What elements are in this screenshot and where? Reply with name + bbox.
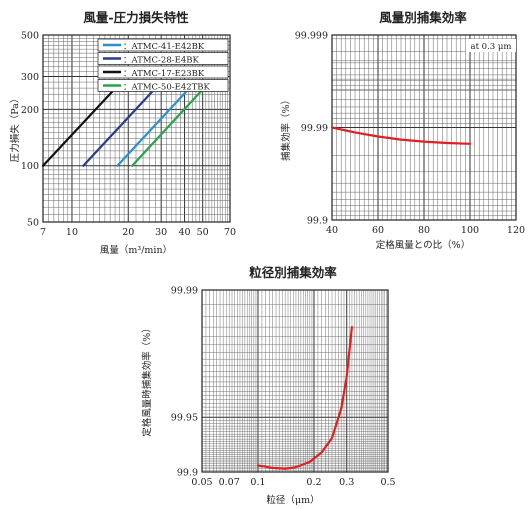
y-tick-label: 50	[27, 218, 39, 229]
y-tick-label: 200	[21, 105, 39, 116]
x-tick-label: 40	[179, 227, 191, 238]
x-tick-label: 120	[507, 225, 525, 236]
chart1-ylabel: 圧力損失（Pa）	[9, 94, 21, 163]
chart2-ylabel: 捕集効率（%）	[280, 95, 292, 161]
x-tick-label: 50	[197, 227, 209, 238]
legend-box	[97, 65, 229, 79]
y-tick-label: 99.95	[171, 413, 198, 424]
x-tick-label: 7	[40, 227, 46, 238]
legend-entry: ：ATMC-41-E42BK	[123, 42, 205, 52]
chart-particle-efficiency: 粒径別捕集効率 0.05 0.07 0.1 0.2 0.3 0.5 99.9 99.95 99.…	[141, 265, 396, 506]
chart1-legend: ：ATMC-41-E42BK ：ATMC-28-E4BK ：ATMC-17-E23B…	[97, 38, 229, 93]
chart2-annotation-box	[466, 39, 516, 52]
y-tick-label: 500	[21, 31, 39, 42]
chart3-title: 粒径別捕集効率	[249, 265, 337, 280]
chart3-ticks: 0.05 0.07 0.1 0.2 0.3 0.5 99.9 99.95 99.99	[171, 286, 396, 489]
chart3-grid	[201, 289, 389, 473]
x-tick-label: 70	[224, 227, 236, 238]
x-tick-label: 80	[418, 225, 430, 236]
x-tick-label: 0.07	[219, 477, 240, 488]
legend-box	[97, 38, 229, 52]
y-tick-label: 99.9	[177, 468, 198, 479]
x-tick-label: 0.1	[250, 477, 265, 488]
plot-frame	[42, 34, 231, 223]
chart1-ticks: 7 10 20 30 40 50 70 50 100 200 300 500	[21, 31, 236, 239]
series-line-3	[131, 90, 203, 167]
chart1-xlabel: 風量（m³/min）	[100, 244, 172, 256]
series-line-0	[116, 90, 188, 167]
x-tick-label: 0.3	[339, 477, 354, 488]
x-tick-label: 100	[461, 225, 479, 236]
series-line-0	[330, 126, 472, 145]
series-line-0	[256, 326, 353, 470]
x-tick-label: 0.2	[306, 477, 321, 488]
y-tick-label: 99.9	[307, 216, 328, 227]
legend-entry: ：ATMC-17-E23BK	[123, 69, 205, 79]
chart-airflow-efficiency: 風量別捕集効率 40 60 80 100 120 99.9 99.99 99.999 at 0…	[280, 10, 525, 251]
chart2-title: 風量別捕集効率	[379, 10, 467, 25]
chart1-title: 風量-圧力損失特性	[83, 10, 189, 25]
chart2-series	[330, 126, 472, 145]
y-tick-label: 99.99	[171, 286, 198, 297]
chart2-ticks: 40 60 80 100 120 99.9 99.99 99.999	[295, 31, 525, 237]
x-tick-label: 0.05	[191, 477, 212, 488]
chart2-xlabel: 定格風量との比（%）	[376, 239, 470, 251]
y-tick-label: 99.99	[301, 123, 328, 134]
y-tick-label: 99.999	[295, 31, 328, 42]
y-tick-label: 100	[21, 161, 39, 172]
x-tick-label: 60	[372, 225, 384, 236]
x-tick-label: 30	[155, 227, 167, 238]
chart1-series	[41, 90, 203, 167]
legend-box	[97, 79, 229, 92]
chart-pressure-loss: 風量-圧力損失特性 7 10 20 30 40 50 70 50 100 200 300 500 風量…	[9, 10, 236, 256]
chart3-xlabel: 粒径（μm）	[266, 494, 319, 506]
x-tick-label: 40	[326, 225, 338, 236]
chart2-grid	[331, 34, 517, 221]
chart2-annotation: at 0.3 μm	[471, 42, 512, 52]
x-tick-label: 0.5	[380, 477, 395, 488]
chart3-ylabel: 定格風量時捕集効率（%）	[141, 323, 153, 437]
series-line-2	[41, 90, 114, 167]
y-tick-label: 300	[21, 72, 39, 83]
series-line-1	[82, 90, 154, 167]
x-tick-label: 20	[122, 227, 134, 238]
x-tick-label: 10	[66, 227, 78, 238]
legend-entry: ：ATMC-50-E42TBK	[123, 83, 211, 93]
plot-frame	[201, 289, 389, 473]
chart3-series	[256, 326, 353, 470]
legend-box	[97, 52, 229, 65]
legend-entry: ：ATMC-28-E4BK	[123, 56, 199, 66]
